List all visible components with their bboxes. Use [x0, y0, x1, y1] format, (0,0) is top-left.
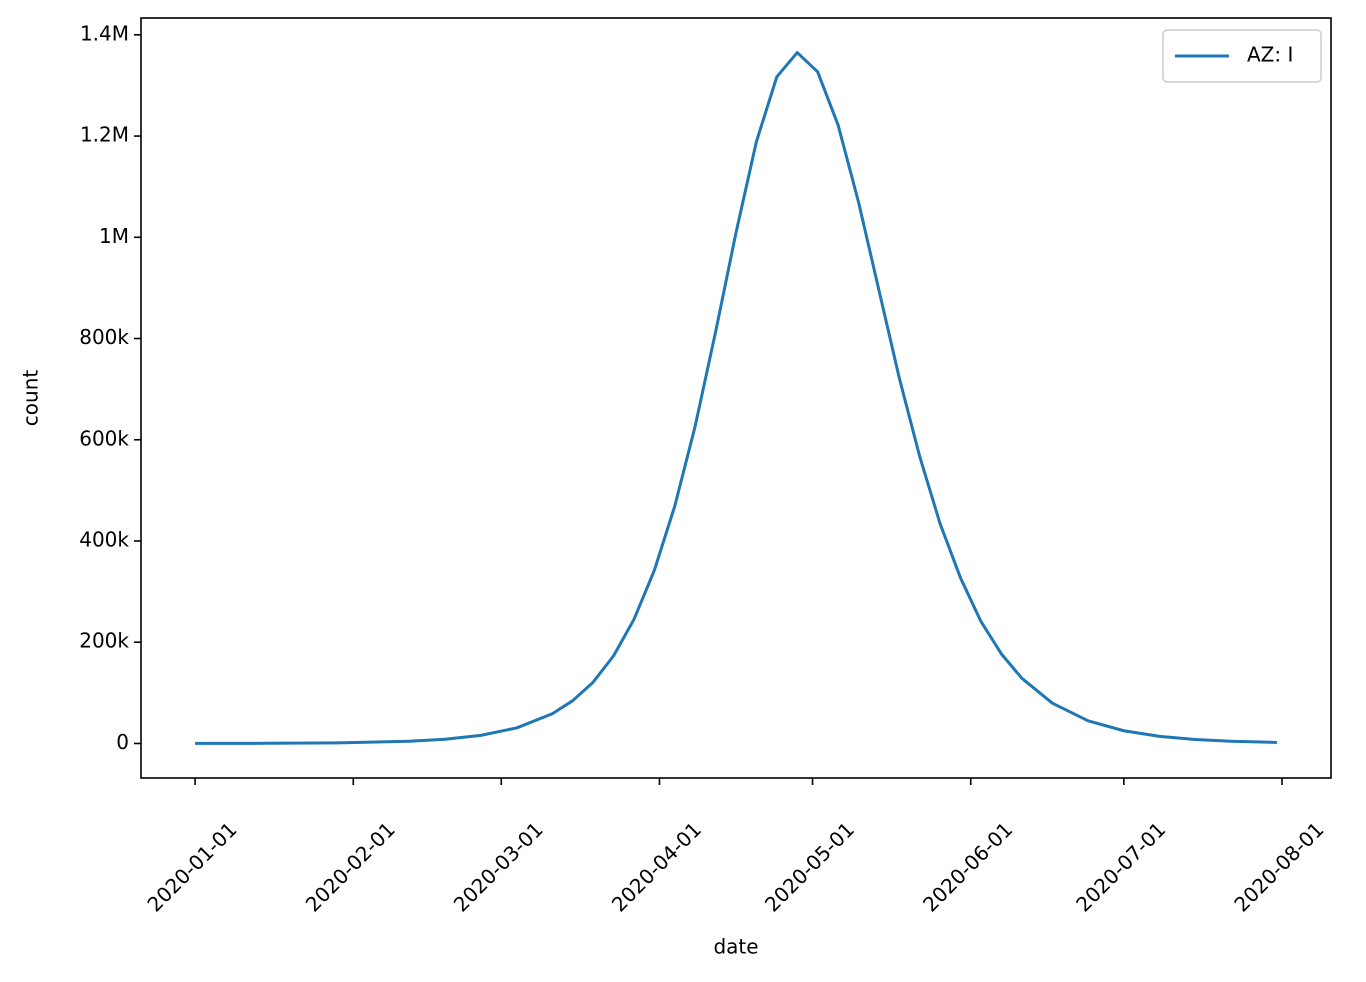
y-tick-label: 1.4M [80, 21, 129, 45]
legend-box [1162, 29, 1322, 83]
y-tick-label: 400k [79, 527, 129, 551]
x-tick-label: 2020-01-01 [142, 817, 241, 916]
x-axis-label: date [713, 935, 758, 959]
x-tick-label: 2020-08-01 [1229, 817, 1328, 916]
y-tick-label: 600k [79, 426, 129, 450]
x-tick-label: 2020-06-01 [918, 817, 1017, 916]
y-axis-label: count [19, 370, 43, 427]
x-tick-label: 2020-07-01 [1071, 817, 1170, 916]
y-tick-label: 1.2M [80, 123, 129, 147]
line [195, 51, 1277, 745]
x-tick-label: 2020-03-01 [449, 817, 548, 916]
x-tick-label: 2020-04-01 [607, 817, 706, 916]
x-tick-label: 2020-02-01 [301, 817, 400, 916]
y-tick-label: 800k [79, 325, 129, 349]
y-tick-label: 0 [116, 730, 129, 754]
y-tick-label: 1M [99, 224, 129, 248]
legend: AZ: I [1162, 29, 1322, 83]
legend-label: AZ: I [1247, 43, 1293, 67]
y-tick-label: 200k [79, 629, 129, 653]
plot-frame [140, 17, 1332, 779]
x-tick-label: 2020-05-01 [760, 817, 859, 916]
